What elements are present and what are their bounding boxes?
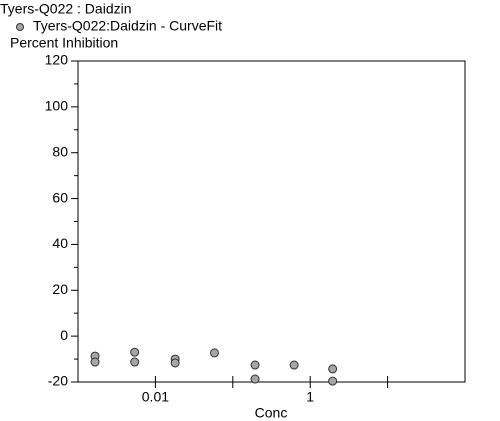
data-point (328, 376, 338, 386)
x-tick-label: 1 (306, 389, 314, 405)
x-axis-label: Conc (255, 405, 288, 421)
data-point (90, 357, 100, 367)
legend-marker (16, 23, 24, 31)
data-point (209, 348, 219, 358)
data-point (250, 374, 260, 384)
y-tick-label: 20 (52, 281, 68, 297)
data-point (130, 347, 140, 357)
y-tick-label: 120 (45, 52, 69, 68)
data-point (328, 364, 338, 374)
data-point (250, 360, 260, 370)
y-tick-label: 100 (45, 98, 69, 114)
data-point (130, 357, 140, 367)
y-axis-label: Percent Inhibition (10, 35, 118, 51)
data-point (289, 360, 299, 370)
chart-title: Tyers-Q022 : Daidzin (0, 1, 132, 17)
y-tick-label: 80 (52, 143, 68, 159)
x-tick-label: 0.01 (142, 389, 169, 405)
data-point (170, 358, 180, 368)
legend-label: Tyers-Q022:Daidzin - CurveFit (33, 18, 222, 34)
y-tick-label: 60 (52, 189, 68, 205)
y-tick-label: -20 (48, 373, 68, 389)
y-tick-label: 0 (60, 327, 68, 343)
plot-frame (77, 60, 466, 383)
y-tick-label: 40 (52, 235, 68, 251)
